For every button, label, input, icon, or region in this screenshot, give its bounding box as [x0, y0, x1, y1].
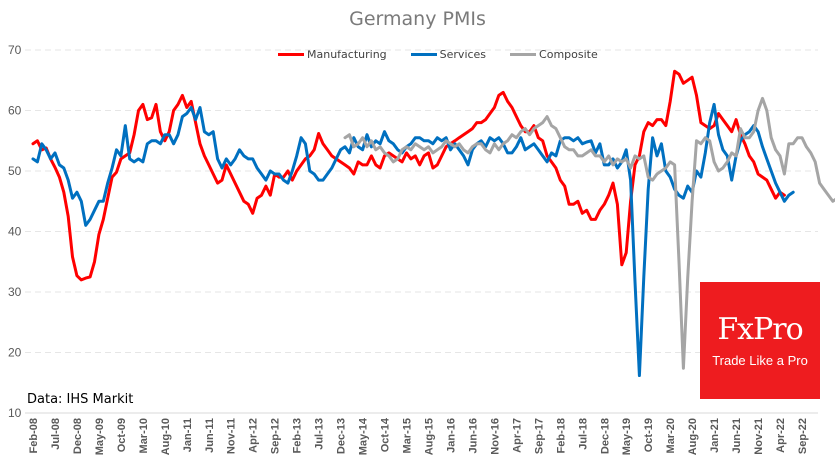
data-source-annotation: Data: IHS Markit [27, 392, 134, 407]
x-tick-label: Jan-21 [709, 418, 721, 453]
x-tick-label: Aug-10 [160, 418, 172, 455]
x-tick-label: Jul-18 [577, 418, 589, 450]
legend-item-services: Services [410, 48, 487, 61]
x-tick-label: Jan-16 [445, 418, 457, 453]
x-tick-label: Mar-10 [138, 418, 150, 453]
x-tick-label: Oct-09 [116, 418, 128, 452]
x-tick-label: Dec-08 [72, 418, 84, 454]
legend-swatch-manufacturing [278, 53, 304, 56]
x-tick-label: Jul-08 [50, 418, 62, 450]
x-tick-label: Nov-11 [226, 418, 238, 454]
legend-label-manufacturing: Manufacturing [307, 48, 387, 61]
x-tick-label: Nov-21 [753, 418, 765, 455]
x-tick-label: Dec-18 [599, 418, 611, 454]
y-tick-label: 10 [8, 406, 22, 420]
x-tick-label: May-19 [621, 418, 633, 455]
x-tick-label: Oct-14 [380, 417, 392, 452]
legend-label-composite: Composite [539, 48, 598, 61]
series-line-manufacturing [31, 69, 786, 282]
y-tick-label: 70 [8, 43, 22, 57]
y-tick-label: 30 [8, 285, 22, 299]
x-tick-label: Jun-21 [731, 418, 743, 453]
x-tick-label: Sep-17 [533, 418, 545, 454]
y-tick-label: 50 [8, 164, 22, 178]
x-tick-label: Aug-20 [687, 418, 699, 455]
x-tick-label: Jun-16 [467, 418, 479, 453]
chart-title: Germany PMIs [349, 8, 486, 30]
x-tick-label: Aug-15 [423, 418, 435, 455]
x-tick-label: Jun-11 [204, 418, 216, 453]
x-tick-label: Sep-22 [797, 418, 809, 454]
legend-swatch-services [410, 53, 437, 56]
legend-item-manufacturing: Manufacturing [278, 48, 387, 61]
x-tick-label: Nov-16 [489, 418, 501, 455]
x-tick-label: Apr-22 [775, 418, 787, 453]
y-axis-ticks: 10 20 30 40 50 60 70 [8, 43, 22, 420]
logo-brand-name: FxPro [717, 312, 803, 347]
fxpro-logo: FxPro Trade Like a Pro [700, 282, 820, 399]
x-tick-label: Mar-15 [402, 418, 414, 453]
x-tick-label: Apr-12 [248, 418, 260, 453]
x-tick-label: Oct-19 [643, 418, 655, 452]
legend-swatch-composite [510, 53, 537, 56]
x-axis-ticks: Feb-08 Jul-08 Dec-08 May-09 Oct-09 Mar-10 Aug-… [28, 417, 809, 455]
series-lines [31, 69, 835, 377]
x-tick-label: Apr-17 [511, 418, 523, 453]
x-tick-label: Jan-11 [182, 418, 194, 452]
x-tick-label: May-09 [94, 418, 106, 455]
legend-item-composite: Composite [510, 48, 598, 61]
y-tick-label: 20 [8, 346, 22, 360]
x-tick-label: Dec-13 [336, 418, 348, 454]
x-tick-label: Feb-13 [292, 418, 304, 453]
x-tick-label: Jul-13 [314, 418, 326, 450]
x-tick-label: May-14 [358, 417, 370, 455]
y-tick-label: 40 [8, 225, 22, 239]
x-tick-label: Feb-18 [555, 418, 567, 453]
y-tick-label: 60 [8, 104, 22, 118]
chart-legend: Manufacturing Services Composite [278, 48, 622, 61]
x-tick-label: Mar-20 [665, 418, 677, 453]
legend-label-services: Services [439, 48, 487, 61]
x-tick-label: Feb-08 [28, 418, 40, 453]
logo-tagline: Trade Like a Pro [712, 353, 808, 368]
series-line-services [31, 102, 795, 377]
x-tick-label: Sep-12 [270, 418, 282, 454]
series-line-composite [343, 96, 835, 370]
